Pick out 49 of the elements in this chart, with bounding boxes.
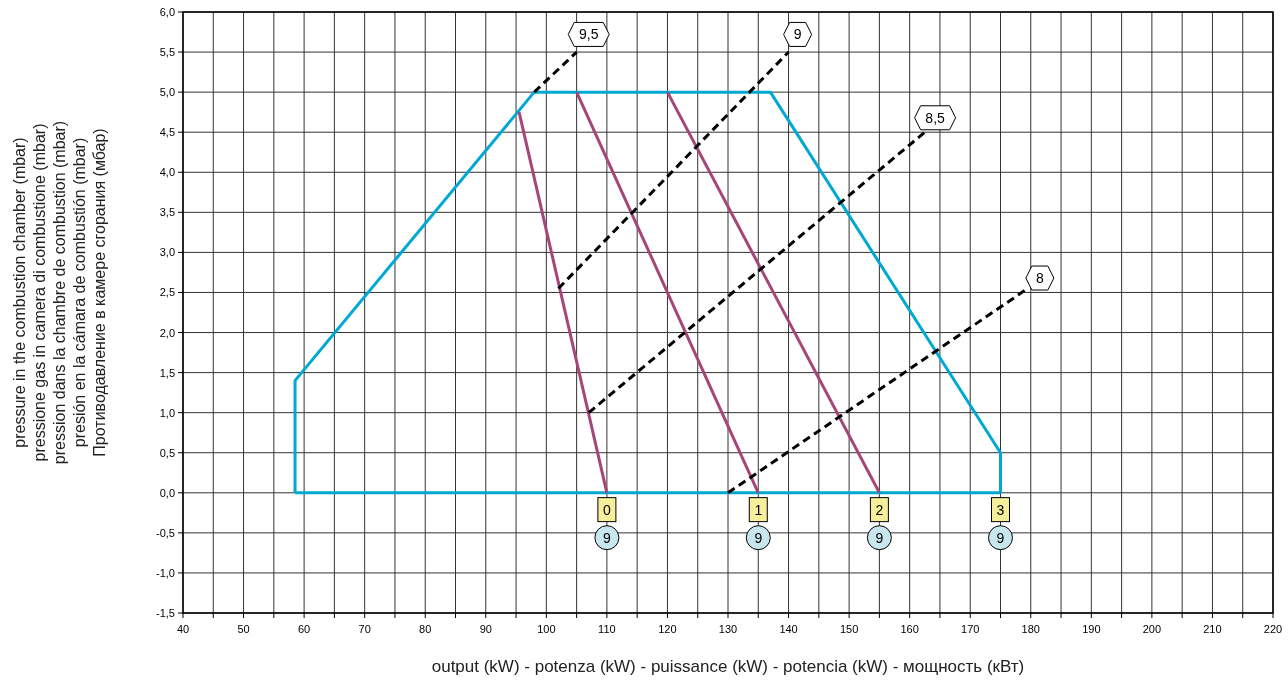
x-tick-label: 140: [779, 623, 798, 635]
x-tick-label: 50: [237, 623, 250, 635]
y-tick-label: 6,0: [159, 6, 175, 18]
x-tick-label: 220: [1263, 623, 1283, 635]
x-tick-label: 190: [1082, 623, 1101, 635]
x-tick-label: 80: [419, 623, 432, 635]
x-tick-label: 200: [1142, 623, 1162, 635]
annotation: 2: [875, 501, 884, 518]
y-tick-label: 5,0: [159, 86, 175, 99]
x-tick-label: 60: [297, 623, 311, 635]
annotation: 9: [602, 529, 611, 546]
y-tick-label: -0,5: [156, 526, 175, 539]
x-tick-label: 100: [537, 623, 556, 635]
y-tick-label: 0,0: [159, 486, 175, 499]
x-tick-label: 180: [1021, 623, 1040, 635]
x-axis-title: output (kW) - potenza (kW) - puissance (kW) - potencia (kW) - мощность (кВт): [431, 657, 1025, 676]
x-tick-label: 120: [658, 623, 677, 635]
x-tick-label: 40: [176, 623, 190, 635]
x-tick-label: 110: [598, 623, 616, 635]
annotation: 8,5: [925, 109, 946, 126]
annotation: 8: [1035, 270, 1044, 287]
annotation: 1: [754, 501, 763, 518]
annotation: 0: [602, 501, 611, 518]
y-tick-label: -1,5: [156, 607, 175, 619]
annotation: 9,5: [578, 26, 599, 43]
y-tick-label: 5,5: [159, 46, 175, 59]
y-tick-label: 1,5: [159, 366, 175, 379]
y-tick-label: 2,0: [159, 326, 175, 339]
y-tick-label: 2,5: [159, 286, 175, 299]
annotation: 3: [996, 501, 1005, 518]
x-tick-label: 170: [961, 623, 980, 635]
annotation: 9: [754, 529, 763, 546]
annotation: 9: [996, 529, 1005, 546]
x-tick-label: 130: [718, 623, 738, 635]
x-tick-label: 70: [358, 623, 371, 635]
y-tick-label: 1,0: [159, 406, 175, 419]
annotation: 9: [875, 529, 884, 546]
x-tick-label: 160: [900, 623, 919, 635]
x-tick-label: 150: [839, 623, 859, 635]
y-tick-label: 0,5: [159, 446, 175, 459]
y-tick-label: 3,5: [159, 206, 175, 219]
y-tick-label: 3,0: [159, 246, 175, 259]
y-axis-title: pressure in the combustion chamber (mbar) pressione gas in camera di combustione (mbar) pression dans la chambre de combustion (mbar) presión en la cámara de combustión (mbar) Противодавление в камере сгорания (мбар): [11, 120, 108, 465]
y-tick-label: -1,0: [156, 566, 175, 579]
annotation: 9: [793, 26, 802, 43]
y-tick-label: 4,0: [159, 166, 175, 179]
y-tick-label: 4,5: [159, 126, 175, 139]
x-tick-label: 90: [479, 623, 492, 635]
x-tick-label: 210: [1203, 623, 1222, 635]
